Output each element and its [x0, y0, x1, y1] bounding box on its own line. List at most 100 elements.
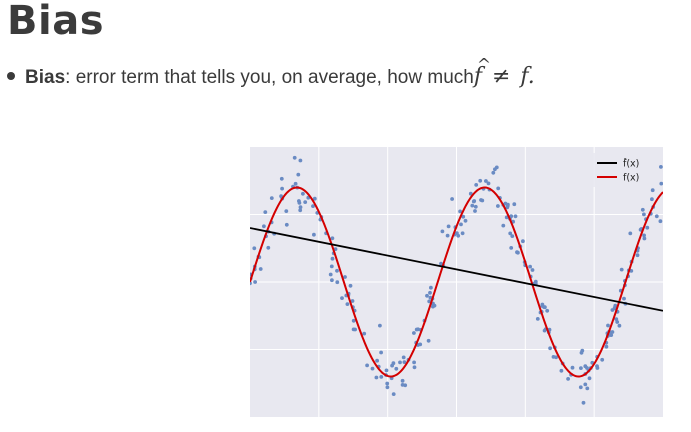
scatter-point: [301, 191, 305, 196]
scatter-point: [279, 194, 283, 199]
scatter-point: [471, 199, 476, 204]
scatter-point: [474, 183, 479, 187]
scatter-point: [642, 236, 647, 241]
scatter-point: [370, 366, 375, 371]
scatter-point: [617, 323, 622, 328]
scatter-point: [440, 229, 445, 234]
scatter-point: [609, 333, 614, 337]
scatter-point: [263, 210, 268, 214]
scatter-point: [478, 178, 483, 183]
scatter-point: [566, 377, 570, 381]
scatter-point: [513, 214, 518, 219]
scatter-point: [559, 368, 564, 373]
scatter-point: [530, 268, 535, 272]
scatter-point: [446, 224, 451, 229]
scatter-point: [650, 197, 654, 202]
scatter-point: [262, 224, 266, 229]
true-function-line: [250, 186, 663, 378]
scatter-point: [258, 267, 263, 271]
math-lhs: f: [473, 64, 482, 89]
scatter-point: [509, 246, 514, 250]
scatter-point: [394, 366, 399, 371]
scatter-point: [622, 296, 626, 301]
estimate-line: [250, 227, 663, 312]
scatter-point: [551, 355, 556, 359]
scatter-point: [491, 170, 496, 175]
scatter-point: [298, 158, 303, 163]
scatter-point: [400, 383, 405, 387]
scatter-point: [362, 331, 367, 336]
math-period: .: [527, 64, 535, 89]
scatter-point: [494, 165, 499, 170]
scatter-point: [508, 231, 513, 236]
scatter-point: [496, 186, 501, 191]
scatter-point: [614, 317, 619, 321]
scatter-point: [635, 253, 640, 258]
scatter-point: [579, 366, 583, 370]
math-expression: ^ f ≠ f.: [473, 55, 535, 89]
scatter-point: [330, 278, 334, 283]
scatter-point: [385, 381, 390, 386]
scatter-point: [412, 331, 416, 335]
scatter-point: [378, 323, 382, 328]
scatter-point: [350, 299, 355, 303]
math-hat-symbol: ^: [476, 55, 492, 75]
scatter-point: [303, 200, 308, 204]
bullet-text: : error term that tells you, on average,…: [65, 67, 474, 88]
scatter-point: [428, 290, 432, 295]
scatter-point: [402, 360, 407, 364]
scatter-point: [379, 375, 384, 379]
bullet-dot-icon: [7, 72, 15, 80]
scatter-point: [328, 272, 333, 277]
legend-background: [591, 153, 657, 187]
scatter-point: [619, 267, 624, 272]
scatter-point: [345, 302, 350, 306]
scatter-point: [503, 201, 508, 206]
scatter-point: [351, 318, 356, 323]
scatter-point: [496, 204, 500, 208]
scatter-point: [335, 280, 340, 285]
scatter-point: [292, 155, 297, 160]
scatter-point: [581, 400, 586, 405]
scatter-point: [540, 304, 545, 308]
scatter-point: [416, 327, 420, 332]
scatter-point: [253, 280, 257, 284]
scatter-point: [512, 202, 517, 207]
scatter-point: [658, 219, 663, 224]
math-not-equal: ≠: [491, 64, 511, 89]
scatter-point: [391, 392, 396, 396]
scatter-point: [284, 222, 289, 227]
scatter-point: [458, 209, 462, 214]
legend-label: f(x): [623, 173, 639, 184]
bias-chart: f̂(x) f(x): [250, 147, 663, 417]
scatter-point: [425, 293, 429, 298]
scatter-point: [604, 344, 609, 349]
scatter-point: [429, 285, 433, 290]
scatter-point: [486, 181, 491, 186]
scatter-point: [659, 181, 663, 186]
scatter-point: [578, 385, 583, 390]
scatter-point: [412, 365, 417, 370]
scatter-point: [501, 223, 506, 228]
scatter-point: [365, 363, 369, 368]
scatter-point: [431, 304, 435, 309]
scatter-point: [379, 350, 383, 355]
scatter-point: [418, 342, 423, 347]
scatter-point: [329, 264, 334, 269]
scatter-point: [312, 232, 316, 237]
scatter-point: [542, 328, 547, 333]
scatter-point: [470, 203, 475, 208]
scatter-point: [280, 186, 284, 191]
scatter-point: [398, 360, 402, 365]
scatter-point: [250, 281, 252, 286]
scatter-point: [450, 197, 454, 201]
scatter-point: [375, 358, 379, 363]
scatter-point: [427, 299, 432, 304]
scatter-point: [460, 231, 465, 236]
scatter-point: [473, 209, 477, 213]
scatter-point: [642, 212, 646, 217]
scatter-point: [269, 196, 274, 200]
scatter-point: [279, 176, 284, 181]
scatter-point: [298, 208, 303, 213]
slide-title: Bias: [7, 0, 104, 44]
